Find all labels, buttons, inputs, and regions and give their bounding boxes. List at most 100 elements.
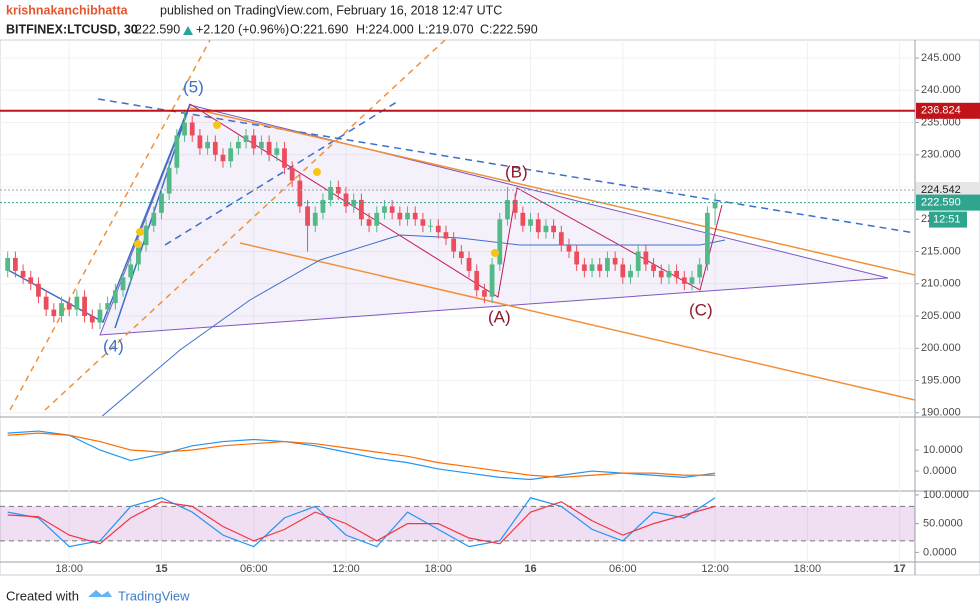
candle-body xyxy=(197,135,203,149)
y-tick-label: 0.0000 xyxy=(923,465,957,477)
y-tick-label: 195.000 xyxy=(921,374,961,386)
candle-body xyxy=(235,141,241,149)
candle-body xyxy=(82,296,87,317)
candle-body xyxy=(681,277,687,284)
candle-body xyxy=(620,264,626,278)
y-tick-label: 10.0000 xyxy=(923,444,963,456)
y-tick-label: 240.000 xyxy=(921,84,961,96)
candle-body xyxy=(212,141,218,155)
candle-body xyxy=(220,154,226,162)
candle-body xyxy=(97,309,103,323)
candle-body xyxy=(328,187,334,200)
candle-body xyxy=(36,283,41,297)
candle-body xyxy=(412,212,418,220)
close: C:222.590 xyxy=(480,22,538,36)
y-tick-label: 215.000 xyxy=(921,245,961,257)
wave-label: (C) xyxy=(689,300,713,319)
x-tick-label: 06:00 xyxy=(240,563,268,575)
candle-body xyxy=(551,225,556,233)
countdown-box xyxy=(929,211,967,228)
candle-body xyxy=(259,141,264,149)
candle-body xyxy=(635,251,641,271)
author[interactable]: krishnakanchibhatta xyxy=(6,3,129,17)
candle-body xyxy=(574,251,580,265)
candle-body xyxy=(89,316,95,323)
dashed-channel xyxy=(9,40,211,411)
y-tick-label: 235.000 xyxy=(921,116,961,128)
price-label-box xyxy=(916,102,980,119)
price-label-box xyxy=(916,182,980,199)
indicator-line xyxy=(7,432,716,478)
candle-body xyxy=(335,187,341,194)
stoch-band xyxy=(0,506,915,541)
candle-body xyxy=(182,122,187,136)
low: L:219.070 xyxy=(418,22,474,36)
up-arrow xyxy=(183,26,193,35)
dashed-channel xyxy=(44,40,446,411)
candle-body xyxy=(605,257,610,271)
candle-body xyxy=(51,309,57,317)
candle-body xyxy=(643,251,649,265)
candle-body xyxy=(435,225,441,233)
y-tick-label: 190.000 xyxy=(921,407,961,419)
candles xyxy=(5,109,718,329)
candle-body xyxy=(443,232,449,239)
candle-body xyxy=(266,141,272,155)
candle-body xyxy=(282,148,287,168)
x-tick-label: 17 xyxy=(893,563,905,575)
y-tick-label: 0.0000 xyxy=(923,546,957,558)
y-tick-label: 245.000 xyxy=(921,52,961,64)
candle-body xyxy=(466,257,472,271)
candle-body xyxy=(420,219,426,226)
y-tick-label: 205.000 xyxy=(921,310,961,322)
x-tick-label: 06:00 xyxy=(609,563,637,575)
candle-body xyxy=(5,257,11,271)
candle-body xyxy=(566,245,572,252)
candle-body xyxy=(351,199,357,207)
candle-body xyxy=(666,270,672,278)
candle-body xyxy=(558,232,564,246)
candle-body xyxy=(159,193,164,213)
candle-body xyxy=(689,277,695,284)
candle-body xyxy=(128,264,134,278)
candle-body xyxy=(143,225,149,246)
candle-body xyxy=(243,135,249,142)
candle-body xyxy=(712,202,718,209)
frame xyxy=(0,39,980,576)
x-tick-label: 16 xyxy=(524,563,536,575)
candle-body xyxy=(589,264,595,271)
candle-body xyxy=(658,270,664,278)
footer-brand[interactable]: TradingView xyxy=(118,588,190,603)
candle-body xyxy=(166,167,172,194)
moving-average xyxy=(101,234,726,416)
candle-body xyxy=(74,296,80,310)
marker xyxy=(134,240,142,248)
candle-body xyxy=(474,270,480,291)
candle-body xyxy=(289,167,295,181)
candle-body xyxy=(174,135,180,168)
wave-label: (4) xyxy=(103,336,124,355)
candle-body xyxy=(274,148,280,155)
indicator-line xyxy=(7,501,716,545)
symbol: BITFINEX:LTCUSD, 30 xyxy=(6,22,138,36)
last: 222.590 xyxy=(135,22,180,36)
candle-body xyxy=(112,290,118,304)
candle-body xyxy=(28,277,34,284)
candle-body xyxy=(382,206,387,213)
x-tick-label: 12:00 xyxy=(332,563,360,575)
published: published on TradingView.com, February 1… xyxy=(160,3,502,17)
candle-body xyxy=(535,219,541,233)
candle-body xyxy=(428,225,433,227)
dashed-trend xyxy=(97,98,915,234)
candle-body xyxy=(228,148,234,162)
wave-label: (B) xyxy=(505,162,528,181)
candle-body xyxy=(189,122,195,136)
candle-body xyxy=(320,199,326,213)
candle-body xyxy=(343,193,349,207)
candle-body xyxy=(43,296,49,310)
indicator-line xyxy=(7,497,716,548)
price-label: 236.824 xyxy=(921,105,961,117)
candle-body xyxy=(405,212,410,220)
candle-body xyxy=(674,270,680,278)
candle-body xyxy=(136,245,141,265)
